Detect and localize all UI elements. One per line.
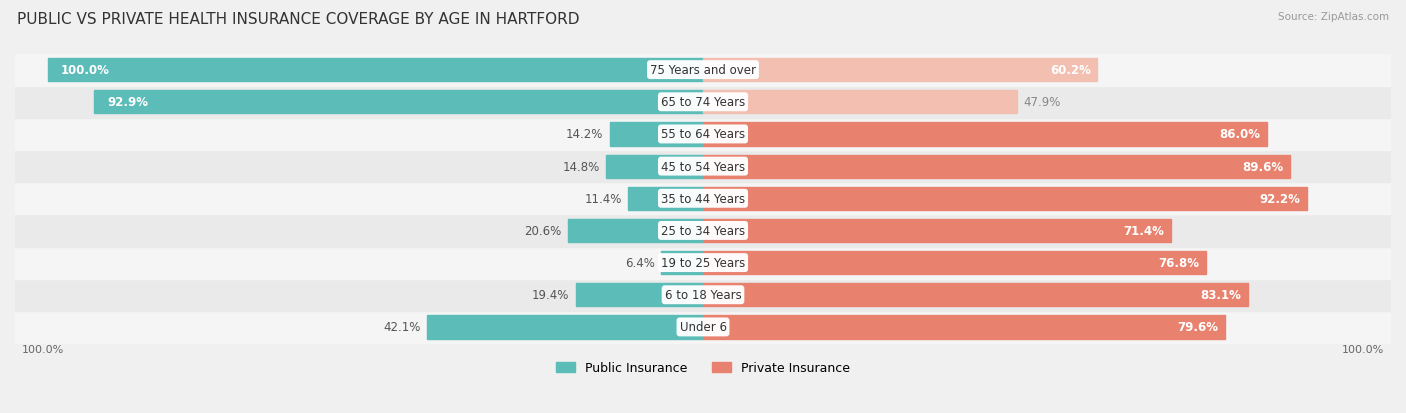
Bar (15, 247, 1391, 279)
Text: 75 Years and over: 75 Years and over (650, 64, 756, 77)
Text: 6.4%: 6.4% (624, 256, 655, 269)
Bar (15, 183, 1391, 215)
Bar (610, 123, 703, 146)
Text: 76.8%: 76.8% (1159, 256, 1199, 269)
Text: 79.6%: 79.6% (1177, 320, 1218, 334)
Bar (576, 283, 703, 306)
Bar (703, 59, 1098, 82)
Bar (628, 187, 703, 210)
Text: Under 6: Under 6 (679, 320, 727, 334)
Text: 100.0%: 100.0% (1343, 344, 1385, 354)
Text: 89.6%: 89.6% (1243, 160, 1284, 173)
Text: 19.4%: 19.4% (531, 289, 569, 301)
Bar (94, 91, 703, 114)
Text: 65 to 74 Years: 65 to 74 Years (661, 96, 745, 109)
Bar (48, 59, 703, 82)
Bar (15, 119, 1391, 151)
Text: PUBLIC VS PRIVATE HEALTH INSURANCE COVERAGE BY AGE IN HARTFORD: PUBLIC VS PRIVATE HEALTH INSURANCE COVER… (17, 12, 579, 27)
Bar (703, 187, 1308, 210)
Text: 55 to 64 Years: 55 to 64 Years (661, 128, 745, 141)
Text: 92.2%: 92.2% (1260, 192, 1301, 205)
Text: 100.0%: 100.0% (21, 344, 63, 354)
Bar (15, 55, 1391, 86)
Text: 6 to 18 Years: 6 to 18 Years (665, 289, 741, 301)
Text: 35 to 44 Years: 35 to 44 Years (661, 192, 745, 205)
Bar (568, 219, 703, 242)
Text: 83.1%: 83.1% (1201, 289, 1241, 301)
Bar (15, 279, 1391, 311)
Text: 11.4%: 11.4% (585, 192, 621, 205)
Bar (703, 123, 1267, 146)
Bar (15, 215, 1391, 247)
Legend: Public Insurance, Private Insurance: Public Insurance, Private Insurance (551, 356, 855, 380)
Text: 19 to 25 Years: 19 to 25 Years (661, 256, 745, 269)
Text: 71.4%: 71.4% (1123, 224, 1164, 237)
Bar (15, 86, 1391, 119)
Text: Source: ZipAtlas.com: Source: ZipAtlas.com (1278, 12, 1389, 22)
Text: 14.8%: 14.8% (562, 160, 599, 173)
Bar (606, 155, 703, 178)
Text: 45 to 54 Years: 45 to 54 Years (661, 160, 745, 173)
Text: 92.9%: 92.9% (107, 96, 149, 109)
Text: 86.0%: 86.0% (1219, 128, 1260, 141)
Bar (703, 155, 1291, 178)
Bar (15, 311, 1391, 343)
Text: 14.2%: 14.2% (567, 128, 603, 141)
Text: 100.0%: 100.0% (60, 64, 110, 77)
Text: 20.6%: 20.6% (524, 224, 561, 237)
Bar (15, 151, 1391, 183)
Bar (661, 252, 703, 275)
Text: 60.2%: 60.2% (1050, 64, 1091, 77)
Bar (427, 316, 703, 339)
Bar (703, 252, 1206, 275)
Text: 42.1%: 42.1% (384, 320, 420, 334)
Bar (703, 283, 1247, 306)
Bar (703, 316, 1225, 339)
Bar (703, 91, 1017, 114)
Text: 47.9%: 47.9% (1024, 96, 1060, 109)
Text: 25 to 34 Years: 25 to 34 Years (661, 224, 745, 237)
Bar (703, 219, 1171, 242)
